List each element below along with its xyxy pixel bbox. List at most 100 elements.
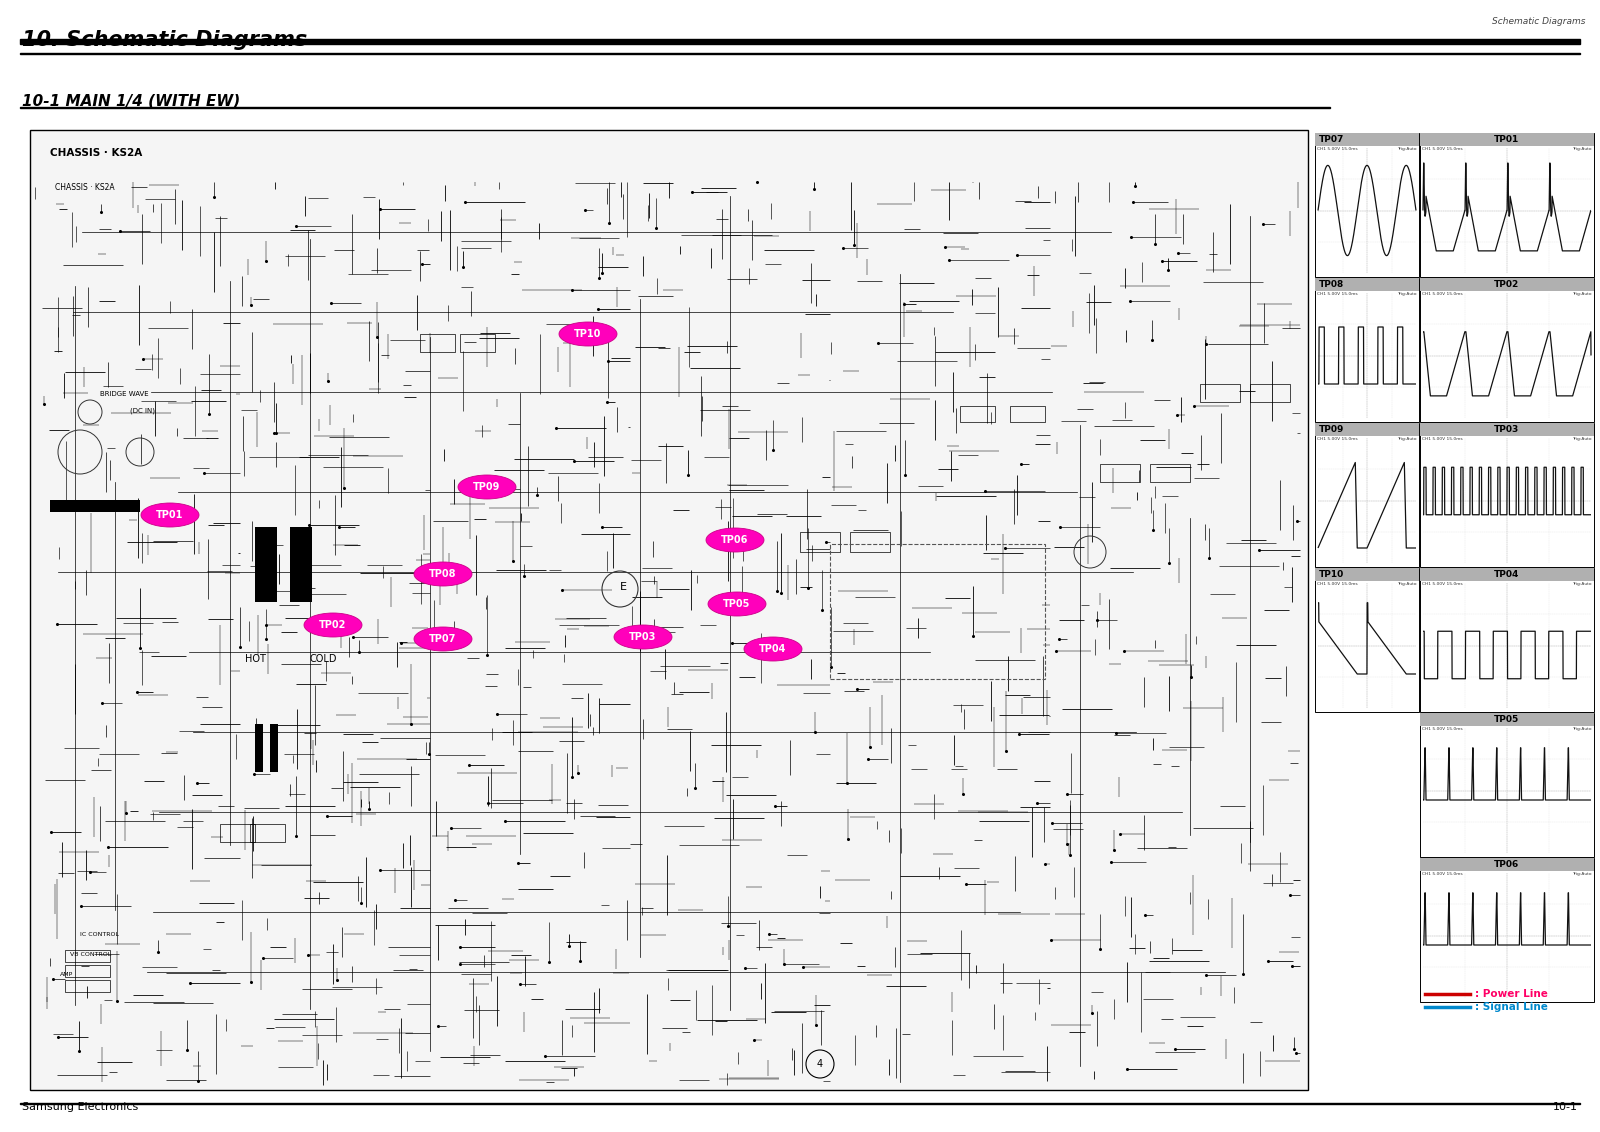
Text: CHASSIS · KS2A: CHASSIS · KS2A	[54, 183, 115, 192]
Text: Trig:Auto: Trig:Auto	[1397, 147, 1418, 151]
Bar	[250, 824, 285, 842]
Text: CH1 5.00V 15.0ms: CH1 5.00V 15.0ms	[1317, 437, 1358, 441]
Text: TP05: TP05	[723, 599, 750, 609]
Bar	[850, 532, 890, 552]
Bar	[1421, 132, 1594, 146]
Text: : Signal Line: : Signal Line	[1475, 1002, 1547, 1012]
Bar	[1421, 713, 1594, 726]
Bar	[254, 724, 262, 772]
Text: Samsung Electronics: Samsung Electronics	[22, 1101, 138, 1112]
Text: TP10: TP10	[1318, 571, 1344, 578]
Text: Schematic Diagrams: Schematic Diagrams	[1491, 17, 1586, 26]
Text: Trig:Auto: Trig:Auto	[1397, 437, 1418, 441]
Bar	[1421, 568, 1594, 581]
Text: AMP: AMP	[61, 972, 74, 977]
Bar	[1315, 568, 1419, 712]
Text: TP09: TP09	[1318, 424, 1344, 434]
Text: TP07: TP07	[429, 634, 456, 644]
Text: 10. Schematic Diagrams: 10. Schematic Diagrams	[22, 31, 307, 50]
Bar	[221, 824, 254, 842]
Bar	[19, 38, 1581, 44]
Text: Trig:Auto: Trig:Auto	[1573, 582, 1592, 586]
Bar	[1421, 423, 1594, 567]
Text: TP08: TP08	[429, 569, 456, 578]
Text: TP04: TP04	[760, 644, 787, 654]
Bar	[1315, 423, 1419, 567]
Text: COLD: COLD	[310, 654, 338, 664]
Bar	[1421, 568, 1594, 712]
Bar	[270, 724, 278, 772]
Text: TP03: TP03	[629, 632, 656, 642]
Text: TP01: TP01	[157, 511, 184, 520]
Text: TP06: TP06	[722, 535, 749, 544]
Text: Trig:Auto: Trig:Auto	[1573, 872, 1592, 876]
Text: Trig:Auto: Trig:Auto	[1573, 727, 1592, 731]
Text: TP03: TP03	[1494, 424, 1520, 434]
Text: TP10: TP10	[574, 329, 602, 338]
Text: TP07: TP07	[1318, 135, 1344, 144]
Text: TP02: TP02	[320, 620, 347, 631]
Bar	[50, 500, 141, 512]
Text: 10-1: 10-1	[1554, 1101, 1578, 1112]
Text: (DC IN): (DC IN)	[130, 408, 155, 414]
Ellipse shape	[744, 637, 802, 661]
Bar	[419, 334, 454, 352]
Text: CH1 5.00V 15.0ms: CH1 5.00V 15.0ms	[1422, 147, 1462, 151]
Text: CH1 5.00V 15.0ms: CH1 5.00V 15.0ms	[1317, 147, 1358, 151]
Text: HOT: HOT	[245, 654, 266, 664]
Bar	[1315, 132, 1419, 277]
Bar	[30, 130, 1309, 1090]
Bar	[461, 334, 494, 352]
Bar	[1315, 568, 1419, 581]
Bar	[1421, 278, 1594, 422]
Bar	[1421, 278, 1594, 291]
Bar	[19, 52, 1581, 54]
Bar	[1315, 132, 1419, 146]
Text: TP04: TP04	[1494, 571, 1520, 578]
Text: Trig:Auto: Trig:Auto	[1573, 147, 1592, 151]
Text: TP06: TP06	[1494, 860, 1520, 869]
Text: CH1 5.00V 15.0ms: CH1 5.00V 15.0ms	[1422, 582, 1462, 586]
Bar	[1421, 858, 1594, 1002]
Bar	[1250, 384, 1290, 402]
Bar	[1150, 464, 1190, 482]
Ellipse shape	[141, 503, 198, 528]
Bar	[1200, 384, 1240, 402]
Text: CH1 5.00V 15.0ms: CH1 5.00V 15.0ms	[1317, 292, 1358, 295]
Ellipse shape	[706, 528, 765, 552]
Bar	[1421, 423, 1594, 436]
Bar	[830, 544, 1045, 679]
Text: Trig:Auto: Trig:Auto	[1573, 292, 1592, 295]
Ellipse shape	[614, 625, 672, 649]
Ellipse shape	[707, 592, 766, 616]
Text: CH1 5.00V 15.0ms: CH1 5.00V 15.0ms	[1422, 437, 1462, 441]
Text: 4: 4	[818, 1060, 822, 1069]
Ellipse shape	[414, 627, 472, 651]
Text: CH1 5.00V 15.0ms: CH1 5.00V 15.0ms	[1317, 582, 1358, 586]
Ellipse shape	[304, 614, 362, 637]
Ellipse shape	[458, 475, 515, 499]
Bar	[66, 980, 110, 992]
Text: CH1 5.00V 15.0ms: CH1 5.00V 15.0ms	[1422, 872, 1462, 876]
Text: Trig:Auto: Trig:Auto	[1397, 292, 1418, 295]
Bar	[1315, 423, 1419, 436]
Text: : Power Line: : Power Line	[1475, 989, 1547, 1000]
Bar	[290, 528, 312, 602]
Text: CH1 5.00V 15.0ms: CH1 5.00V 15.0ms	[1422, 292, 1462, 295]
Text: 10-1 MAIN 1/4 (WITH EW): 10-1 MAIN 1/4 (WITH EW)	[22, 94, 240, 109]
Bar	[1421, 858, 1594, 871]
Text: CHASSIS · KS2A: CHASSIS · KS2A	[50, 148, 142, 158]
Bar	[66, 964, 110, 977]
Text: TP01: TP01	[1494, 135, 1520, 144]
Ellipse shape	[414, 561, 472, 586]
Text: TP05: TP05	[1494, 715, 1520, 724]
Text: IC CONTROL: IC CONTROL	[80, 932, 118, 937]
Text: BRIDGE WAVE: BRIDGE WAVE	[99, 391, 149, 397]
Text: Trig:Auto: Trig:Auto	[1397, 582, 1418, 586]
Bar	[1315, 278, 1419, 291]
Bar	[800, 532, 840, 552]
Bar	[1421, 713, 1594, 857]
Bar	[66, 950, 110, 962]
Bar	[960, 406, 995, 422]
Text: E: E	[621, 582, 627, 592]
